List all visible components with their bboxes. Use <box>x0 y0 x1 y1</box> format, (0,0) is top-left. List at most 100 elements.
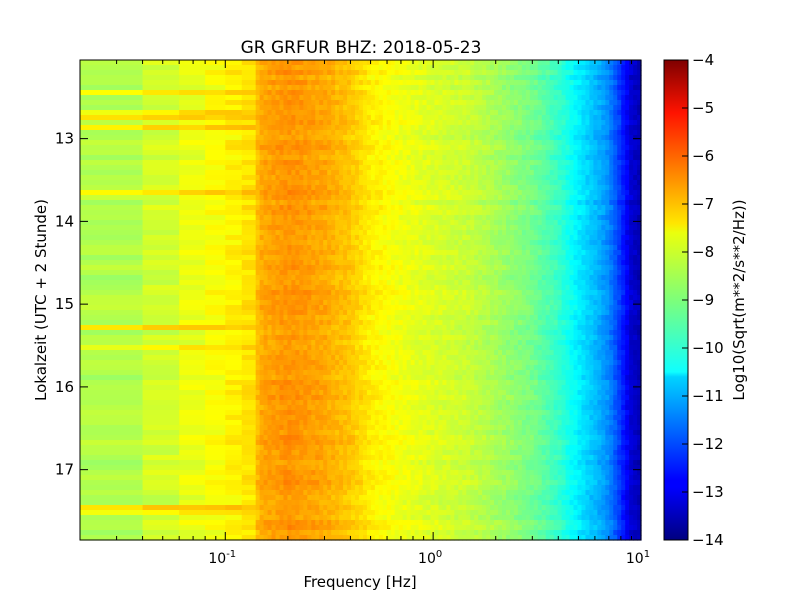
heatmap-cell <box>589 160 594 166</box>
heatmap-cell <box>549 150 555 156</box>
heatmap-cell <box>426 115 432 121</box>
heatmap-cell <box>287 150 293 156</box>
heatmap-cell <box>442 100 447 106</box>
heatmap-cell <box>601 170 606 176</box>
heatmap-cell <box>374 215 380 221</box>
heatmap-cell <box>398 255 404 261</box>
heatmap-cell <box>597 160 602 166</box>
heatmap-cell <box>545 210 551 216</box>
heatmap-cell <box>470 220 475 226</box>
heatmap-cell <box>418 250 424 256</box>
heatmap-cell <box>557 75 563 81</box>
heatmap-cell <box>267 225 273 231</box>
heatmap-cell <box>561 190 567 196</box>
heatmap-cell <box>358 210 364 216</box>
heatmap-cell <box>553 155 559 161</box>
heatmap-cell <box>438 270 444 276</box>
heatmap-cell <box>311 185 316 191</box>
heatmap-cell <box>573 260 579 266</box>
heatmap-cell <box>283 280 289 286</box>
heatmap-cell <box>351 60 356 66</box>
heatmap-cell <box>402 185 408 191</box>
heatmap-cell <box>549 155 555 161</box>
heatmap-cell <box>323 270 328 276</box>
heatmap-cell <box>521 100 527 106</box>
heatmap-cell <box>454 65 459 71</box>
heatmap-cell <box>347 135 352 141</box>
heatmap-cell <box>509 100 515 106</box>
heatmap-cell <box>275 100 281 106</box>
heatmap-cell <box>502 150 507 156</box>
heatmap-cell <box>394 210 400 216</box>
heatmap-cell <box>601 75 606 81</box>
heatmap-cell <box>569 135 575 141</box>
heatmap-cell <box>490 290 495 296</box>
heatmap-cell <box>426 255 432 261</box>
heatmap-cell <box>414 230 420 236</box>
heatmap-cell <box>382 170 388 176</box>
heatmap-cell <box>331 280 336 286</box>
heatmap-cell <box>142 280 180 286</box>
heatmap-cell <box>275 250 281 256</box>
heatmap-cell <box>541 275 547 281</box>
heatmap-cell <box>446 100 451 106</box>
heatmap-cell <box>573 270 579 276</box>
heatmap-cell <box>545 120 551 126</box>
heatmap-cell <box>486 190 491 196</box>
heatmap-cell <box>414 295 420 301</box>
heatmap-cell <box>390 120 396 126</box>
heatmap-cell <box>597 260 602 266</box>
heatmap-cell <box>366 75 372 81</box>
heatmap-cell <box>454 110 459 116</box>
heatmap-cell <box>593 270 598 276</box>
heatmap-cell <box>362 100 368 106</box>
heatmap-cell <box>271 165 277 171</box>
heatmap-cell <box>585 65 591 71</box>
heatmap-cell <box>323 200 328 206</box>
heatmap-cell <box>454 290 459 296</box>
heatmap-cell <box>593 110 598 116</box>
heatmap-cell <box>482 200 487 206</box>
heatmap-cell <box>315 215 320 221</box>
heatmap-cell <box>378 140 384 146</box>
heatmap-cell <box>494 95 499 101</box>
heatmap-cell <box>307 165 312 171</box>
heatmap-cell <box>585 250 591 256</box>
heatmap-cell <box>434 60 440 66</box>
heatmap-cell <box>259 140 265 146</box>
heatmap-cell <box>561 95 567 101</box>
heatmap-cell <box>355 155 360 161</box>
heatmap-cell <box>315 135 320 141</box>
heatmap-cell <box>179 80 206 86</box>
heatmap-cell <box>430 100 436 106</box>
heatmap-cell <box>390 125 396 131</box>
heatmap-cell <box>303 195 308 201</box>
heatmap-cell <box>490 115 495 121</box>
heatmap-cell <box>474 150 479 156</box>
heatmap-cell <box>565 235 571 241</box>
heatmap-cell <box>355 165 360 171</box>
heatmap-cell <box>438 290 444 296</box>
heatmap-cell <box>311 160 316 166</box>
heatmap-cell <box>446 210 451 216</box>
heatmap-cell <box>617 200 622 206</box>
heatmap-cell <box>390 225 396 231</box>
heatmap-cell <box>315 180 320 186</box>
heatmap-cell <box>478 120 483 126</box>
heatmap-cell <box>553 285 559 291</box>
heatmap-cell <box>414 285 420 291</box>
heatmap-cell <box>355 100 360 106</box>
heatmap-cell <box>629 195 634 201</box>
heatmap-cell <box>609 110 614 116</box>
heatmap-cell <box>589 230 594 236</box>
heatmap-cell <box>426 210 432 216</box>
heatmap-cell <box>549 275 555 281</box>
heatmap-cell <box>513 275 519 281</box>
heatmap-cell <box>418 195 424 201</box>
heatmap-cell <box>402 160 408 166</box>
heatmap-cell <box>362 295 368 301</box>
heatmap-cell <box>446 125 451 131</box>
heatmap-cell <box>311 115 316 121</box>
heatmap-cell <box>303 140 308 146</box>
heatmap-cell <box>402 85 408 91</box>
